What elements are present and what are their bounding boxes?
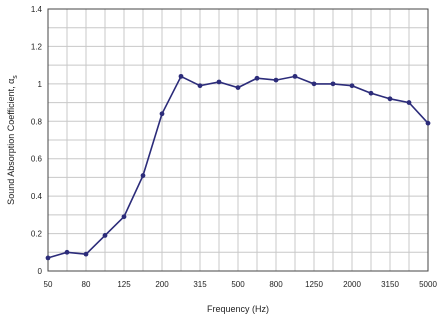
- x-tick-label: 315: [193, 280, 207, 289]
- y-tick-label: 0.4: [31, 192, 43, 201]
- y-axis-title-subscript: s: [12, 75, 19, 79]
- x-tick-label: 200: [155, 280, 169, 289]
- y-tick-label: 0: [38, 267, 43, 276]
- data-point: [349, 83, 355, 89]
- x-tick-label: 1250: [305, 280, 323, 289]
- x-tick-label: 800: [269, 280, 283, 289]
- x-tick-label: 5000: [419, 280, 437, 289]
- x-tick-label: 80: [82, 280, 91, 289]
- data-point: [197, 83, 203, 89]
- data-point: [178, 73, 184, 79]
- y-tick-label: 1.4: [31, 5, 43, 14]
- data-point: [64, 249, 70, 255]
- y-tick-label: 1.2: [31, 42, 43, 51]
- y-tick-labels: 0 0.2 0.4 0.6 0.8 1 1.2 1.4: [31, 5, 43, 276]
- y-tick-label: 0.6: [31, 155, 43, 164]
- grid-lines: [48, 9, 428, 271]
- data-point: [387, 96, 393, 102]
- data-point: [121, 214, 127, 220]
- y-axis-title: Sound Absorption Coefficient, αs: [6, 75, 19, 205]
- plot-frame: [47, 8, 429, 272]
- x-tick-label: 50: [44, 280, 53, 289]
- y-tick-label: 1: [38, 80, 43, 89]
- x-tick-label: 3150: [381, 280, 399, 289]
- x-tick-label: 125: [117, 280, 131, 289]
- x-axis-title: Frequency (Hz): [207, 304, 269, 314]
- data-point: [273, 77, 279, 83]
- data-points: [45, 73, 431, 261]
- data-point: [235, 85, 241, 90]
- data-point: [311, 81, 317, 87]
- data-point: [102, 233, 108, 238]
- x-tick-label: 2000: [343, 280, 361, 289]
- x-tick-labels: 50 80 125 200 315 500 800 1250 2000 3150 5000: [44, 280, 438, 289]
- data-point: [425, 120, 431, 126]
- data-point: [330, 81, 336, 87]
- data-point: [216, 79, 222, 85]
- data-point: [83, 251, 89, 257]
- data-point: [292, 73, 298, 79]
- y-axis-title-main: Sound Absorption Coefficient, α: [6, 79, 16, 205]
- data-point: [45, 255, 51, 261]
- data-point: [140, 173, 146, 178]
- y-tick-label: 0.8: [31, 117, 43, 126]
- data-point: [254, 75, 260, 81]
- y-tick-label: 0.2: [31, 230, 43, 239]
- x-tick-label: 500: [231, 280, 245, 289]
- data-point: [406, 100, 412, 105]
- data-point: [159, 111, 165, 117]
- data-point: [368, 90, 374, 96]
